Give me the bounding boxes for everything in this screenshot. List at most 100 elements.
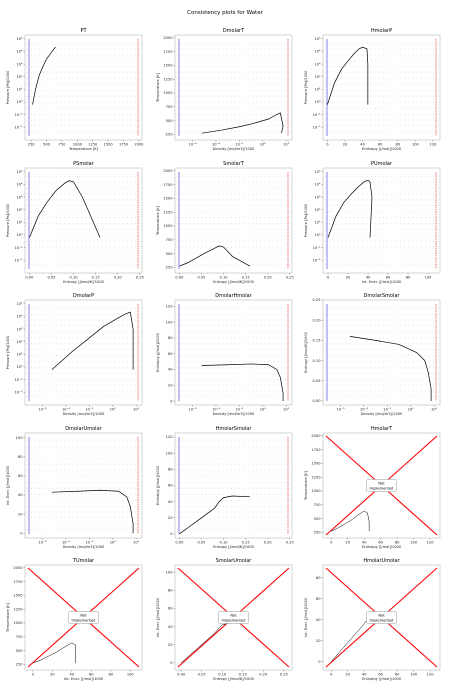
isoline-point [122, 366, 124, 368]
isoline-point [110, 246, 111, 248]
y-axis-label: Pressure [Pa]/1000 [304, 203, 308, 238]
isoline-point [218, 211, 220, 212]
isoline-point [226, 60, 228, 62]
isoline-point [370, 331, 372, 333]
isoline-point [400, 78, 401, 79]
isoline-point [122, 349, 124, 350]
isoline-point [47, 384, 49, 386]
isoline-point [218, 66, 220, 68]
isoline-point [289, 217, 291, 218]
isoline-point [180, 42, 182, 44]
isoline-point [72, 458, 74, 460]
isoline-point [370, 325, 372, 327]
isoline-point [139, 193, 141, 195]
isoline-point [35, 119, 36, 121]
isoline-point [102, 366, 103, 368]
y-tick-label: 10⁴ [314, 50, 321, 54]
isoline-point [43, 223, 45, 224]
isoline-point [26, 325, 28, 327]
isoline-point [185, 307, 186, 309]
isoline-point [374, 199, 376, 201]
isoline-point [391, 307, 393, 309]
isoline-point [131, 107, 132, 109]
isoline-point [243, 131, 245, 133]
isoline-point [370, 396, 372, 398]
isoline-point [412, 199, 414, 201]
isoline-point [243, 119, 245, 121]
isoline-point [60, 211, 61, 212]
isoline-point [214, 84, 215, 85]
isoline-point [437, 384, 439, 386]
isoline-point [185, 258, 186, 260]
isoline-point [433, 101, 435, 103]
isoline-point [412, 343, 414, 344]
isoline-point [135, 101, 137, 103]
isoline-point [420, 211, 422, 212]
isoline-point [72, 113, 74, 115]
isoline-point [110, 482, 111, 483]
isoline-point [110, 396, 111, 398]
isoline-point [64, 54, 65, 56]
isoline-point [425, 223, 426, 224]
isoline-point [43, 246, 45, 248]
isoline-point [51, 517, 53, 519]
isoline-point [400, 217, 401, 218]
isoline-point [127, 396, 128, 398]
isoline-point [60, 494, 61, 495]
isoline-point [412, 246, 414, 248]
isoline-point [358, 90, 359, 91]
isoline-point [43, 511, 45, 513]
isoline-point [345, 107, 347, 109]
isoline-point [437, 217, 439, 218]
isoline-point [425, 396, 426, 398]
isoline-point [206, 476, 207, 477]
isoline-point [366, 84, 368, 85]
isoline-point [391, 125, 393, 127]
isoline-point [68, 96, 70, 97]
isoline-point [135, 48, 137, 50]
isoline-point [139, 384, 141, 386]
isoline-point [214, 60, 215, 62]
plot-frame [322, 34, 441, 141]
isoline-point [400, 246, 401, 248]
isoline-point [289, 131, 291, 133]
isoline-point [127, 131, 128, 133]
isoline-point [64, 229, 65, 230]
isoline-point [56, 464, 57, 466]
isoline-point [35, 499, 36, 501]
isoline-point [206, 313, 207, 315]
isoline-point [110, 372, 111, 374]
isoline-point [366, 217, 368, 218]
isoline-point [247, 246, 249, 248]
isoline-point [127, 366, 128, 368]
isoline-point [93, 482, 95, 483]
x-tick-label: 10² [133, 408, 140, 412]
isoline-point [429, 384, 430, 386]
isoline-point [366, 175, 368, 177]
isoline-point [206, 307, 207, 309]
isoline-point [26, 476, 28, 477]
isoline-point [60, 223, 61, 224]
isoline-point [185, 175, 186, 177]
isoline-point [420, 54, 422, 56]
isoline-point [72, 101, 74, 103]
isoline-point [239, 366, 241, 368]
isoline-point [433, 113, 435, 115]
isoline-point [281, 390, 282, 392]
isoline-point [72, 125, 74, 127]
isoline-point [412, 66, 414, 68]
isoline-point [252, 366, 253, 368]
isoline-point [72, 517, 74, 519]
isoline-point [374, 390, 376, 392]
isoline-point [222, 60, 224, 62]
isoline-point [201, 78, 203, 79]
isoline-point [60, 505, 61, 507]
isoline-point [260, 84, 261, 85]
isoline-point [437, 54, 439, 56]
isoline-point [395, 361, 397, 362]
isoline-point [239, 390, 241, 392]
isoline-point [197, 101, 199, 103]
isoline-point [243, 72, 245, 74]
isoline-point [89, 452, 91, 454]
isoline-point [404, 378, 405, 380]
